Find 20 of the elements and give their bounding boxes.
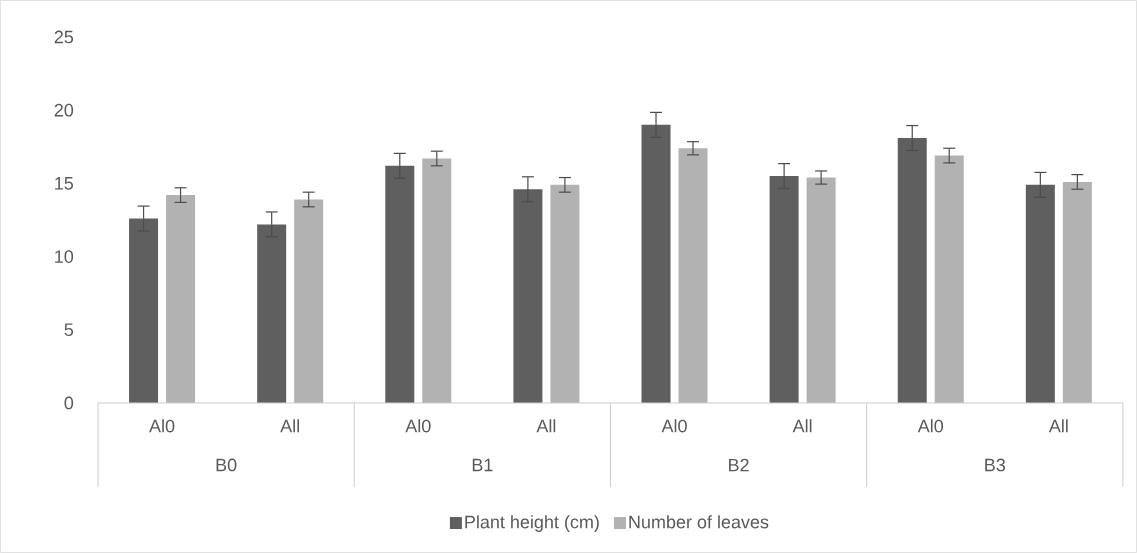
text: B1 xyxy=(472,458,493,472)
x-tick-label: Al0 xyxy=(149,419,175,433)
x-tick-label: Al0 xyxy=(661,419,687,433)
x-tick-label: All xyxy=(536,419,556,433)
x-tick-label: Al0 xyxy=(917,419,944,433)
x-tick-label: Al0 xyxy=(405,419,431,433)
y-tick-label: 10 xyxy=(55,250,74,263)
x-tick-label: All xyxy=(792,419,812,433)
legend-label: Number of leaves xyxy=(629,515,769,529)
x-tick-label: All xyxy=(280,419,299,433)
legend-label: Plant height (cm) xyxy=(465,515,599,532)
x-tick-label: All xyxy=(1048,419,1068,433)
y-tick-label: 5 xyxy=(64,323,74,337)
text: B0 xyxy=(216,458,237,472)
y-tick-label: 20 xyxy=(54,103,74,117)
y-tick-label: 0 xyxy=(64,396,74,410)
y-tick-label: 25 xyxy=(54,30,74,44)
y-tick-label: 15 xyxy=(55,177,74,190)
text: B3 xyxy=(985,458,1006,472)
text: B2 xyxy=(729,458,749,472)
